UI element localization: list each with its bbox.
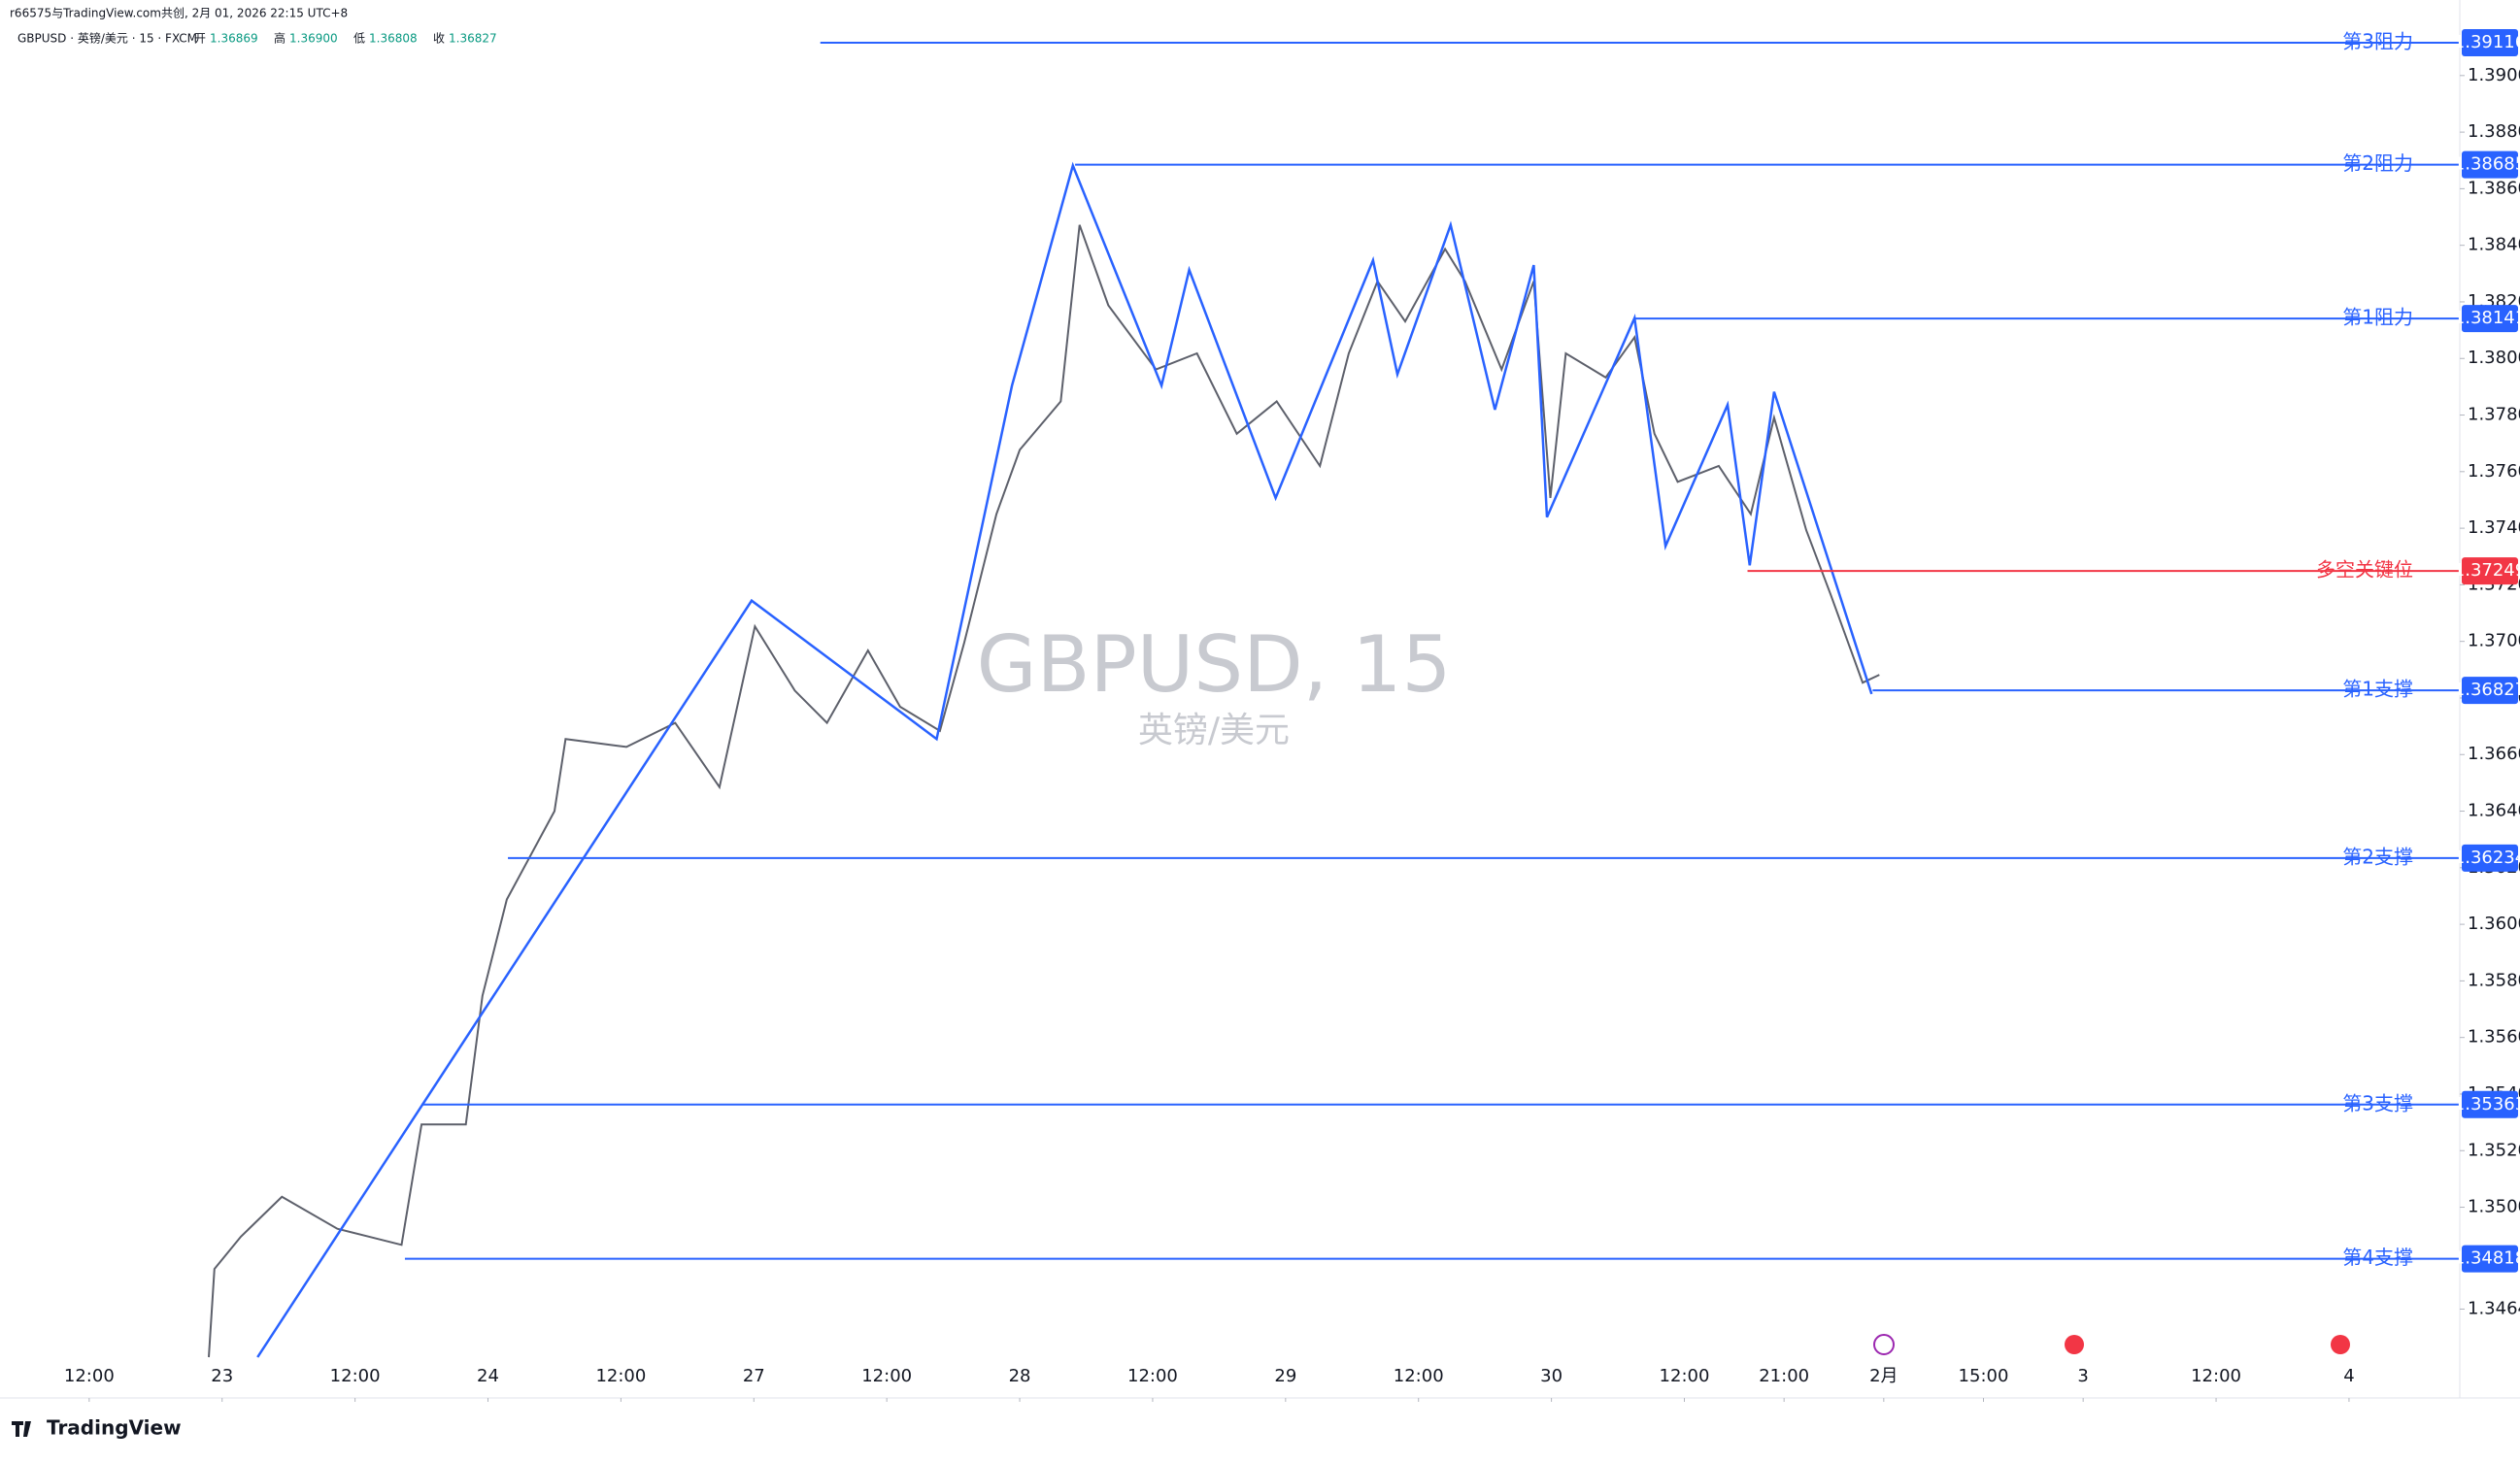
event-icon[interactable] (1873, 1334, 1895, 1355)
watermark-subtitle: 英镑/美元 (1138, 711, 1290, 750)
ohlc-value: 1.36869 (210, 32, 258, 46)
y-tick-label: 1.37800 (2468, 405, 2520, 425)
level-price-box (2462, 150, 2518, 179)
event-icon[interactable] (2065, 1335, 2084, 1354)
level-price-box (2462, 1245, 2518, 1273)
y-tick-label: 1.36600 (2468, 744, 2520, 764)
y-tick-label: 1.38800 (2468, 121, 2520, 142)
level-price: 1.34818 (2454, 1248, 2520, 1269)
ohlc-value: 1.36827 (449, 32, 497, 46)
zigzag-line (256, 161, 1873, 1358)
x-tick-label: 2月 (1869, 1366, 1898, 1386)
ohlc-value: 1.36808 (369, 32, 418, 46)
level-label: 多空关键位 (2316, 558, 2413, 582)
y-tick-label: 1.37600 (2468, 461, 2520, 482)
x-tick-label: 21:00 (1759, 1366, 1809, 1386)
level-price-box (2462, 29, 2518, 57)
level-price: 1.38141 (2454, 308, 2520, 328)
x-tick-label: 12:00 (2191, 1366, 2241, 1386)
level-price: 1.35363 (2454, 1094, 2520, 1114)
ohlc-label: 低 (353, 32, 365, 46)
x-tick-label: 15:00 (1959, 1366, 2009, 1386)
ohlc-value: 1.36900 (289, 32, 338, 46)
ohlc-label: 开 (194, 32, 206, 46)
x-tick-label: 12:00 (1394, 1366, 1444, 1386)
y-tick-label: 1.36400 (2468, 801, 2520, 821)
level-label: 第3支撑 (2342, 1091, 2413, 1114)
ohlc-label: 高 (274, 31, 286, 46)
logo[interactable]: TradingView (47, 1416, 182, 1440)
level-price: 1.37249 (2454, 560, 2520, 581)
y-tick-label: 1.37400 (2468, 517, 2520, 538)
y-tick-label: 1.38400 (2468, 235, 2520, 255)
x-tick-label: 12:00 (64, 1366, 115, 1386)
level-price: 1.38685 (2454, 154, 2520, 175)
level-label: 第3阻力 (2342, 30, 2413, 53)
x-tick-label: 12:00 (1660, 1366, 1710, 1386)
ohlc: 开 1.36869 高 1.36900 低 1.36808 收 1.36827 (194, 31, 497, 46)
watermark-title: GBPUSD, 15 (977, 619, 1452, 710)
level-price: 1.39116 (2454, 32, 2520, 52)
y-tick-label: 1.35000 (2468, 1197, 2520, 1217)
x-tick-label: 29 (1274, 1366, 1296, 1386)
y-tick-label: 1.38600 (2468, 178, 2520, 198)
level-label: 第2支撑 (2342, 845, 2413, 868)
y-tick-label: 1.34640 (2468, 1298, 2520, 1318)
level-price-box (2462, 677, 2518, 705)
x-tick-label: 23 (211, 1366, 233, 1386)
x-tick-label: 28 (1009, 1366, 1031, 1386)
y-tick-label: 1.39000 (2468, 65, 2520, 85)
x-tick-label: 12:00 (1127, 1366, 1178, 1386)
y-tick-label: 1.38000 (2468, 348, 2520, 368)
event-icon[interactable] (2331, 1335, 2350, 1354)
ohlc-label: 收 (433, 32, 445, 46)
y-tick-label: 1.37000 (2468, 631, 2520, 651)
level-price-box (2462, 1090, 2518, 1118)
x-tick-label: 12:00 (595, 1366, 646, 1386)
level-price-box (2462, 557, 2518, 585)
credit: r66575与TradingView.com共创, 2月 01, 2026 22… (10, 7, 348, 20)
symbol-line: GBPUSD · 英镑/美元 · 15 · FXCM (17, 31, 197, 46)
x-tick-label: 4 (2343, 1366, 2354, 1386)
level-price: 1.36827 (2454, 680, 2520, 700)
x-tick-label: 12:00 (330, 1366, 381, 1386)
level-price-box (2462, 305, 2518, 333)
x-tick-label: 12:00 (861, 1366, 912, 1386)
level-label: 第1支撑 (2342, 678, 2413, 701)
x-tick-label: 27 (743, 1366, 765, 1386)
y-tick-label: 1.35800 (2468, 970, 2520, 990)
x-tick-label: 3 (2077, 1366, 2088, 1386)
level-label: 第1阻力 (2342, 306, 2413, 329)
level-price: 1.36234 (2454, 848, 2520, 868)
level-label: 第4支撑 (2342, 1246, 2413, 1269)
y-tick-label: 1.35200 (2468, 1140, 2520, 1160)
x-tick-label: 30 (1540, 1366, 1562, 1386)
y-tick-label: 1.35600 (2468, 1027, 2520, 1047)
level-label: 第2阻力 (2342, 151, 2413, 175)
level-price-box (2462, 844, 2518, 872)
y-tick-label: 1.36000 (2468, 914, 2520, 934)
x-tick-label: 24 (477, 1366, 499, 1386)
logo-icon (12, 1421, 31, 1437)
